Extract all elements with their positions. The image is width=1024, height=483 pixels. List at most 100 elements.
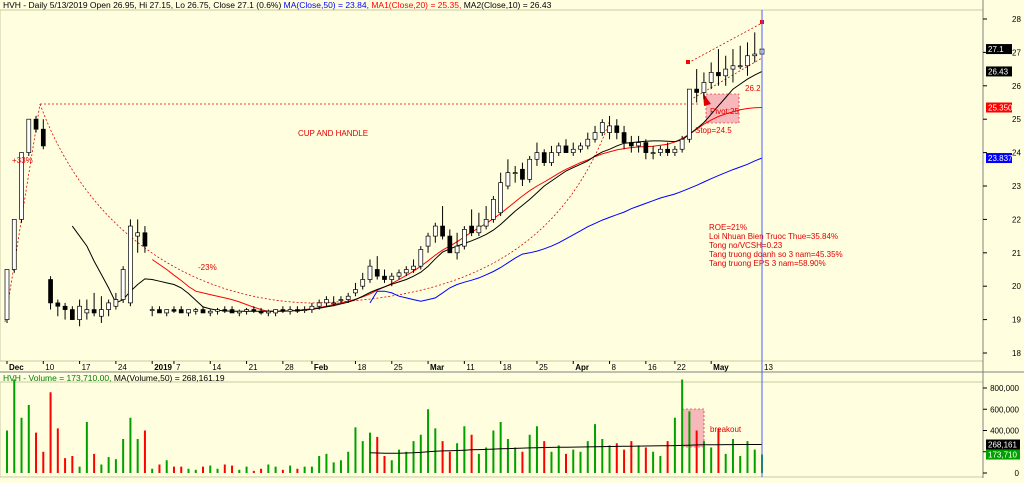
candle-body bbox=[258, 310, 264, 314]
candle-body bbox=[26, 118, 32, 153]
candle-body bbox=[287, 309, 293, 312]
price-value-tag bbox=[986, 102, 1012, 113]
candle-body bbox=[265, 310, 271, 314]
candle bbox=[273, 309, 278, 317]
fundamental-margin: Loi Nhuan Bien Truoc Thue=35.84% bbox=[709, 232, 838, 241]
price-tick-label: 24 bbox=[1012, 149, 1021, 158]
level-label: 26.2 bbox=[745, 84, 761, 93]
candle bbox=[687, 88, 692, 143]
candle-body bbox=[171, 309, 177, 312]
gain-percent-label: +33% bbox=[12, 156, 33, 165]
price-value-tag-label: 25.350 bbox=[988, 104, 1013, 113]
date-tick-label: 21 bbox=[249, 363, 258, 372]
candle-body bbox=[236, 310, 242, 314]
candle bbox=[135, 219, 141, 253]
candle-body bbox=[418, 249, 424, 267]
price-tick-label: 23 bbox=[1012, 182, 1021, 191]
candle bbox=[338, 296, 344, 303]
volume-value-tag-label: 173,710 bbox=[988, 451, 1017, 460]
date-tick-label: 2019 bbox=[154, 363, 172, 372]
candle-body bbox=[462, 229, 467, 247]
candle bbox=[374, 256, 380, 280]
candle bbox=[215, 307, 220, 315]
date-tick-label: 28 bbox=[285, 363, 294, 372]
candle bbox=[396, 269, 402, 280]
candle bbox=[556, 142, 562, 156]
candle-body bbox=[737, 65, 743, 68]
ma50-line bbox=[369, 157, 763, 304]
candle-body bbox=[164, 309, 170, 314]
candle bbox=[534, 142, 540, 166]
candle bbox=[389, 272, 395, 287]
price-value-tag bbox=[986, 66, 1012, 77]
candle bbox=[549, 145, 554, 166]
candle bbox=[164, 309, 170, 317]
candle-body bbox=[520, 168, 525, 180]
candle bbox=[498, 172, 504, 217]
candle bbox=[483, 206, 489, 230]
volume-ma50-line bbox=[369, 444, 762, 454]
price-tick-label: 20 bbox=[1012, 282, 1021, 291]
candle bbox=[33, 115, 39, 133]
candle bbox=[578, 142, 583, 153]
candle-body bbox=[4, 269, 10, 320]
candle bbox=[541, 149, 547, 166]
date-tick-label: May bbox=[713, 363, 729, 372]
candle bbox=[476, 212, 482, 237]
candle bbox=[520, 162, 525, 186]
volume-header-lead: HVH - Volume = 173,710.00, bbox=[3, 373, 114, 383]
price-tick-label: 21 bbox=[1012, 249, 1021, 258]
candle bbox=[48, 276, 53, 310]
cup-curve bbox=[39, 103, 611, 304]
candle-body bbox=[563, 145, 569, 153]
price-value-tag-label: 26.43 bbox=[988, 67, 1009, 76]
candle bbox=[752, 32, 758, 63]
date-tick-label: 22 bbox=[677, 363, 686, 372]
candle-body bbox=[106, 302, 111, 310]
fundamental-sales-growth: Tang truong doanh so 3 nam=45.35% bbox=[709, 250, 843, 259]
candle bbox=[287, 306, 293, 315]
advance-trendline bbox=[4, 103, 41, 323]
date-tick-label: 24 bbox=[118, 363, 127, 372]
breakout-label: breakout bbox=[710, 425, 742, 434]
candle-body bbox=[295, 309, 300, 312]
candle bbox=[621, 125, 627, 150]
price-header-lead: HVH - Daily 5/13/2019 Open 26.95, Hi 27.… bbox=[3, 0, 284, 10]
fundamental-roe: ROE=21% bbox=[709, 223, 747, 232]
candle-body bbox=[454, 245, 460, 254]
date-tick-label: 10 bbox=[45, 363, 54, 372]
candle bbox=[716, 49, 721, 86]
candle-body bbox=[585, 138, 591, 147]
candle bbox=[745, 42, 750, 76]
candle-body bbox=[570, 148, 576, 153]
candle bbox=[157, 306, 162, 314]
candle-body bbox=[694, 88, 700, 93]
price-tick-label: 19 bbox=[1012, 316, 1021, 325]
candle bbox=[207, 309, 213, 317]
candle bbox=[236, 309, 242, 317]
candle-body bbox=[679, 138, 685, 150]
fundamentals-box: ROE=21% Loi Nhuan Bien Truoc Thue=35.84%… bbox=[709, 223, 843, 268]
date-tick-label: 13 bbox=[764, 363, 773, 372]
candle-body bbox=[636, 142, 641, 147]
candle bbox=[701, 72, 707, 100]
candle bbox=[258, 307, 264, 315]
candle bbox=[527, 155, 533, 183]
candle bbox=[592, 125, 598, 143]
candle-body bbox=[752, 53, 758, 57]
candle-body bbox=[491, 199, 496, 220]
candle bbox=[607, 115, 612, 140]
candle bbox=[302, 306, 307, 313]
candle bbox=[171, 306, 177, 313]
candle-body bbox=[701, 82, 707, 93]
candle bbox=[4, 269, 10, 323]
price-header-ma10: MA2(Close,10) = 26.43 bbox=[464, 0, 552, 10]
candle bbox=[178, 306, 184, 314]
price-value-tag bbox=[986, 44, 1012, 55]
candle-body bbox=[607, 125, 612, 133]
cup-and-handle-label: CUP AND HANDLE bbox=[298, 129, 368, 138]
candle-body bbox=[91, 309, 97, 314]
